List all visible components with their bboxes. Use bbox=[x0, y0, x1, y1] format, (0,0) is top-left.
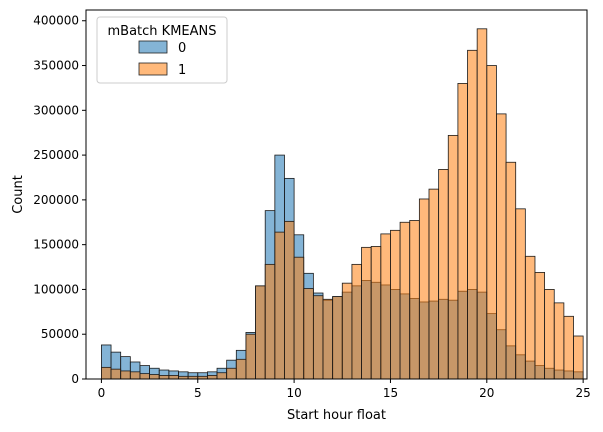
histogram-bar-series-1 bbox=[553, 302, 565, 380]
histogram-bar-series-1 bbox=[418, 198, 430, 380]
x-tick-label: 5 bbox=[194, 386, 202, 400]
histogram-bar-series-1 bbox=[255, 285, 266, 380]
histogram-bar-series-1 bbox=[149, 374, 160, 380]
legend-label-series-0: 0 bbox=[178, 41, 186, 56]
y-tick-label: 200000 bbox=[33, 193, 79, 207]
histogram-bar-series-1 bbox=[486, 65, 497, 380]
x-tick-label: 10 bbox=[286, 386, 301, 400]
histogram-bar-series-1 bbox=[120, 370, 131, 380]
y-axis-label: Count bbox=[11, 175, 26, 214]
x-tick-label: 25 bbox=[576, 386, 591, 400]
histogram-bar-series-1 bbox=[303, 288, 314, 380]
y-tick-label: 50000 bbox=[41, 327, 79, 341]
x-axis-label: Start hour float bbox=[287, 408, 386, 423]
histogram-bar-series-1 bbox=[351, 263, 362, 380]
x-tick-label: 15 bbox=[383, 386, 398, 400]
legend-swatch-series-1 bbox=[138, 62, 168, 76]
histogram-bar-series-1 bbox=[158, 375, 170, 380]
y-tick-label: 250000 bbox=[33, 148, 79, 162]
histogram-bar-series-1 bbox=[312, 295, 324, 380]
histogram-bar-series-1 bbox=[457, 83, 468, 380]
y-tick-label: 0 bbox=[71, 372, 79, 386]
tick-labels: 0 5 10 15 20 25050000100000150000200000250000… bbox=[33, 14, 591, 400]
histogram-bar-series-1 bbox=[332, 296, 343, 380]
plot-frame bbox=[85, 9, 588, 380]
histogram-bar-series-1 bbox=[390, 229, 401, 380]
histogram-bar-series-1 bbox=[322, 298, 334, 380]
histogram-bar-series-1 bbox=[496, 113, 507, 380]
histogram-bar-series-1 bbox=[534, 272, 546, 380]
y-tick-label: 300000 bbox=[33, 103, 79, 117]
histogram-bar-series-1 bbox=[129, 371, 141, 380]
histogram-bar-series-1 bbox=[573, 335, 584, 380]
histogram-bar-series-1 bbox=[110, 368, 122, 380]
histogram-bar-series-1 bbox=[544, 289, 555, 380]
histogram-bar-series-1 bbox=[447, 134, 459, 380]
histogram-bar-series-1 bbox=[139, 373, 150, 380]
legend-title: mBatch KMEANS bbox=[108, 24, 217, 39]
legend-label-series-1: 1 bbox=[178, 63, 186, 78]
histogram-bar-series-1 bbox=[563, 315, 574, 380]
histogram-bar-series-1 bbox=[370, 246, 382, 380]
histogram-bar-series-1 bbox=[505, 161, 517, 380]
x-tick-label: 20 bbox=[479, 386, 494, 400]
x-tick-label: 0 bbox=[98, 386, 106, 400]
histogram-bar-series-1 bbox=[168, 375, 179, 380]
histogram-bar-series-1 bbox=[524, 255, 536, 380]
histogram-bar-series-1 bbox=[274, 231, 285, 380]
histogram-bar-series-1 bbox=[399, 221, 411, 380]
y-tick-label: 150000 bbox=[33, 238, 79, 252]
histogram-bar-series-1 bbox=[341, 282, 353, 380]
histogram-bar-series-1 bbox=[380, 233, 391, 380]
histogram-bar-series-1 bbox=[226, 367, 237, 380]
histogram-bar-series-1 bbox=[284, 220, 295, 380]
y-tick-label: 350000 bbox=[33, 59, 79, 73]
histogram-bars bbox=[101, 28, 584, 380]
legend-swatch-series-0 bbox=[138, 40, 168, 54]
axes bbox=[82, 9, 588, 383]
histogram-bar-series-1 bbox=[216, 372, 228, 380]
y-tick-label: 100000 bbox=[33, 282, 79, 296]
histogram-bar-series-1 bbox=[361, 246, 372, 380]
histogram-bar-series-1 bbox=[235, 358, 247, 380]
histogram-bar-series-1 bbox=[409, 220, 420, 380]
histogram-bar-series-1 bbox=[438, 169, 449, 380]
histogram-bar-series-1 bbox=[515, 208, 526, 380]
histogram-bar-series-1 bbox=[206, 375, 218, 380]
y-tick-label: 400000 bbox=[33, 14, 79, 28]
histogram-bar-series-1 bbox=[101, 366, 112, 380]
histogram-bar-series-1 bbox=[476, 28, 488, 380]
histogram-bar-series-1 bbox=[264, 263, 276, 380]
legend: mBatch KMEANS 0 1 bbox=[96, 16, 228, 84]
histogram-bar-series-1 bbox=[428, 188, 440, 380]
histogram-bar-series-1 bbox=[293, 256, 305, 380]
histogram-bar-series-1 bbox=[467, 49, 478, 380]
histogram-bar-series-1 bbox=[245, 333, 256, 380]
